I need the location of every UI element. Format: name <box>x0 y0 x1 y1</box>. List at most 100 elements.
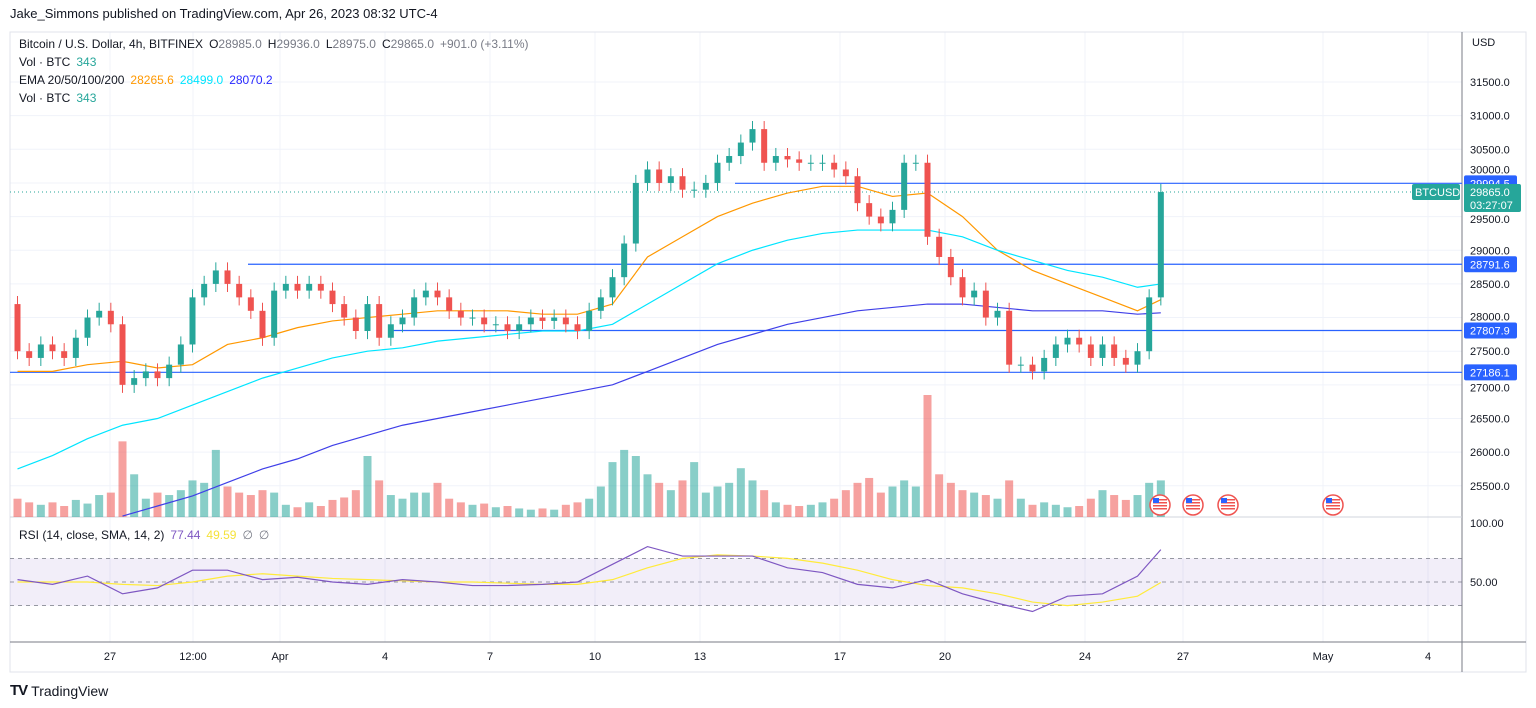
candle <box>282 275 289 299</box>
bar-countdown: 03:27:07 <box>1470 200 1513 212</box>
candle-body <box>516 324 523 332</box>
candle-body <box>422 290 429 298</box>
candle <box>387 316 394 346</box>
flag-stripe <box>1186 508 1200 510</box>
candle-body <box>306 283 313 291</box>
volume-bar <box>736 468 745 517</box>
volume-bar <box>713 486 722 517</box>
flag-stripe <box>1153 502 1167 504</box>
volume-bar <box>1075 506 1084 517</box>
price-tick-label: 27000.0 <box>1470 382 1510 394</box>
candle-body <box>154 371 161 379</box>
volume-bar <box>1028 504 1037 517</box>
candle <box>142 363 149 387</box>
time-tick-label: 27 <box>104 651 116 663</box>
candle-body <box>796 159 803 163</box>
volume-bar <box>375 480 384 517</box>
volume-legend[interactable]: Vol · BTC 343 <box>19 55 97 69</box>
volume-bar <box>118 441 127 517</box>
candle <box>691 181 698 198</box>
volume-bar <box>13 498 22 517</box>
volume-bar <box>363 456 372 517</box>
us-event-flag-icon <box>1149 494 1171 516</box>
candle <box>166 356 173 387</box>
volume-bar <box>83 503 92 517</box>
candle-body <box>1006 310 1013 365</box>
candle-body <box>644 169 651 183</box>
candle <box>376 296 383 346</box>
volume-bar <box>235 492 244 517</box>
candle-body <box>749 129 756 143</box>
candle-body <box>364 304 371 332</box>
candle <box>656 161 663 192</box>
candle-body <box>994 310 1001 318</box>
volume-bar <box>200 482 209 517</box>
volume-bar <box>130 474 139 517</box>
candle <box>1029 356 1036 380</box>
candle-body <box>3 284 9 304</box>
candle <box>341 296 348 326</box>
time-tick-label: 4 <box>382 651 388 663</box>
candle-body <box>14 304 21 352</box>
candle <box>749 121 756 151</box>
candle-body <box>854 176 861 204</box>
candle <box>504 316 511 340</box>
candle-body <box>329 290 336 305</box>
ema-legend[interactable]: EMA 20/50/100/200 28265.6 28499.0 28070.2 <box>19 73 273 87</box>
candle-body <box>877 216 884 224</box>
candle-body <box>982 290 989 318</box>
tradingview-logo[interactable]: TV TradingView <box>10 682 109 699</box>
volume-bar <box>550 509 559 517</box>
candle <box>457 302 464 326</box>
candle <box>597 289 604 319</box>
time-tick-label: Apr <box>271 651 288 663</box>
candle-body <box>259 310 266 338</box>
candle <box>947 248 954 286</box>
candle <box>154 363 161 387</box>
candle <box>1006 302 1013 373</box>
candle-body <box>597 297 604 311</box>
symbol-name[interactable]: Bitcoin / U.S. Dollar, 4h, BITFINEX <box>19 37 204 51</box>
chart-frame <box>9 31 1527 673</box>
candle-body <box>376 304 383 338</box>
level-price-box <box>1464 256 1517 273</box>
flag-stripe <box>1221 499 1235 501</box>
volume-bar <box>993 498 1002 517</box>
volume-legend-2[interactable]: Vol · BTC 343 <box>19 91 97 105</box>
candle-body <box>271 290 278 338</box>
candle <box>1017 356 1024 373</box>
volume-bar <box>188 480 197 517</box>
candle-body <box>166 364 173 379</box>
volume-bar <box>643 474 652 517</box>
volume-bar <box>935 474 944 517</box>
candle <box>994 302 1001 326</box>
ema-line <box>122 303 1161 517</box>
candle-body <box>1041 357 1048 372</box>
time-tick-label: 20 <box>939 651 951 663</box>
candle-body <box>49 344 56 352</box>
rsi-legend[interactable]: RSI (14, close, SMA, 14, 2) 77.44 49.59 ∅ ∅ <box>19 528 270 542</box>
candle-body <box>551 317 558 321</box>
volume-bar <box>946 482 955 517</box>
volume-bar <box>386 495 395 517</box>
time-tick-label: 4 <box>1425 651 1431 663</box>
flag-stripe <box>1221 508 1235 510</box>
time-tick-label: May <box>1313 651 1334 663</box>
candle <box>422 282 429 306</box>
flag-stripe <box>1153 505 1167 507</box>
candle <box>1122 349 1129 373</box>
candle-body <box>842 169 849 177</box>
volume-bar <box>60 506 69 517</box>
flag-stripe <box>1326 508 1340 510</box>
symbol-tag-box <box>1412 184 1460 201</box>
candle-body <box>784 156 791 160</box>
volume-bar <box>853 482 862 517</box>
candle-body <box>411 297 418 318</box>
candle-body <box>434 290 441 298</box>
candle-body <box>317 283 324 291</box>
volume-bar <box>771 502 780 517</box>
candle-body <box>107 310 114 325</box>
volume-bar <box>526 509 535 517</box>
flag-stripe <box>1221 502 1235 504</box>
